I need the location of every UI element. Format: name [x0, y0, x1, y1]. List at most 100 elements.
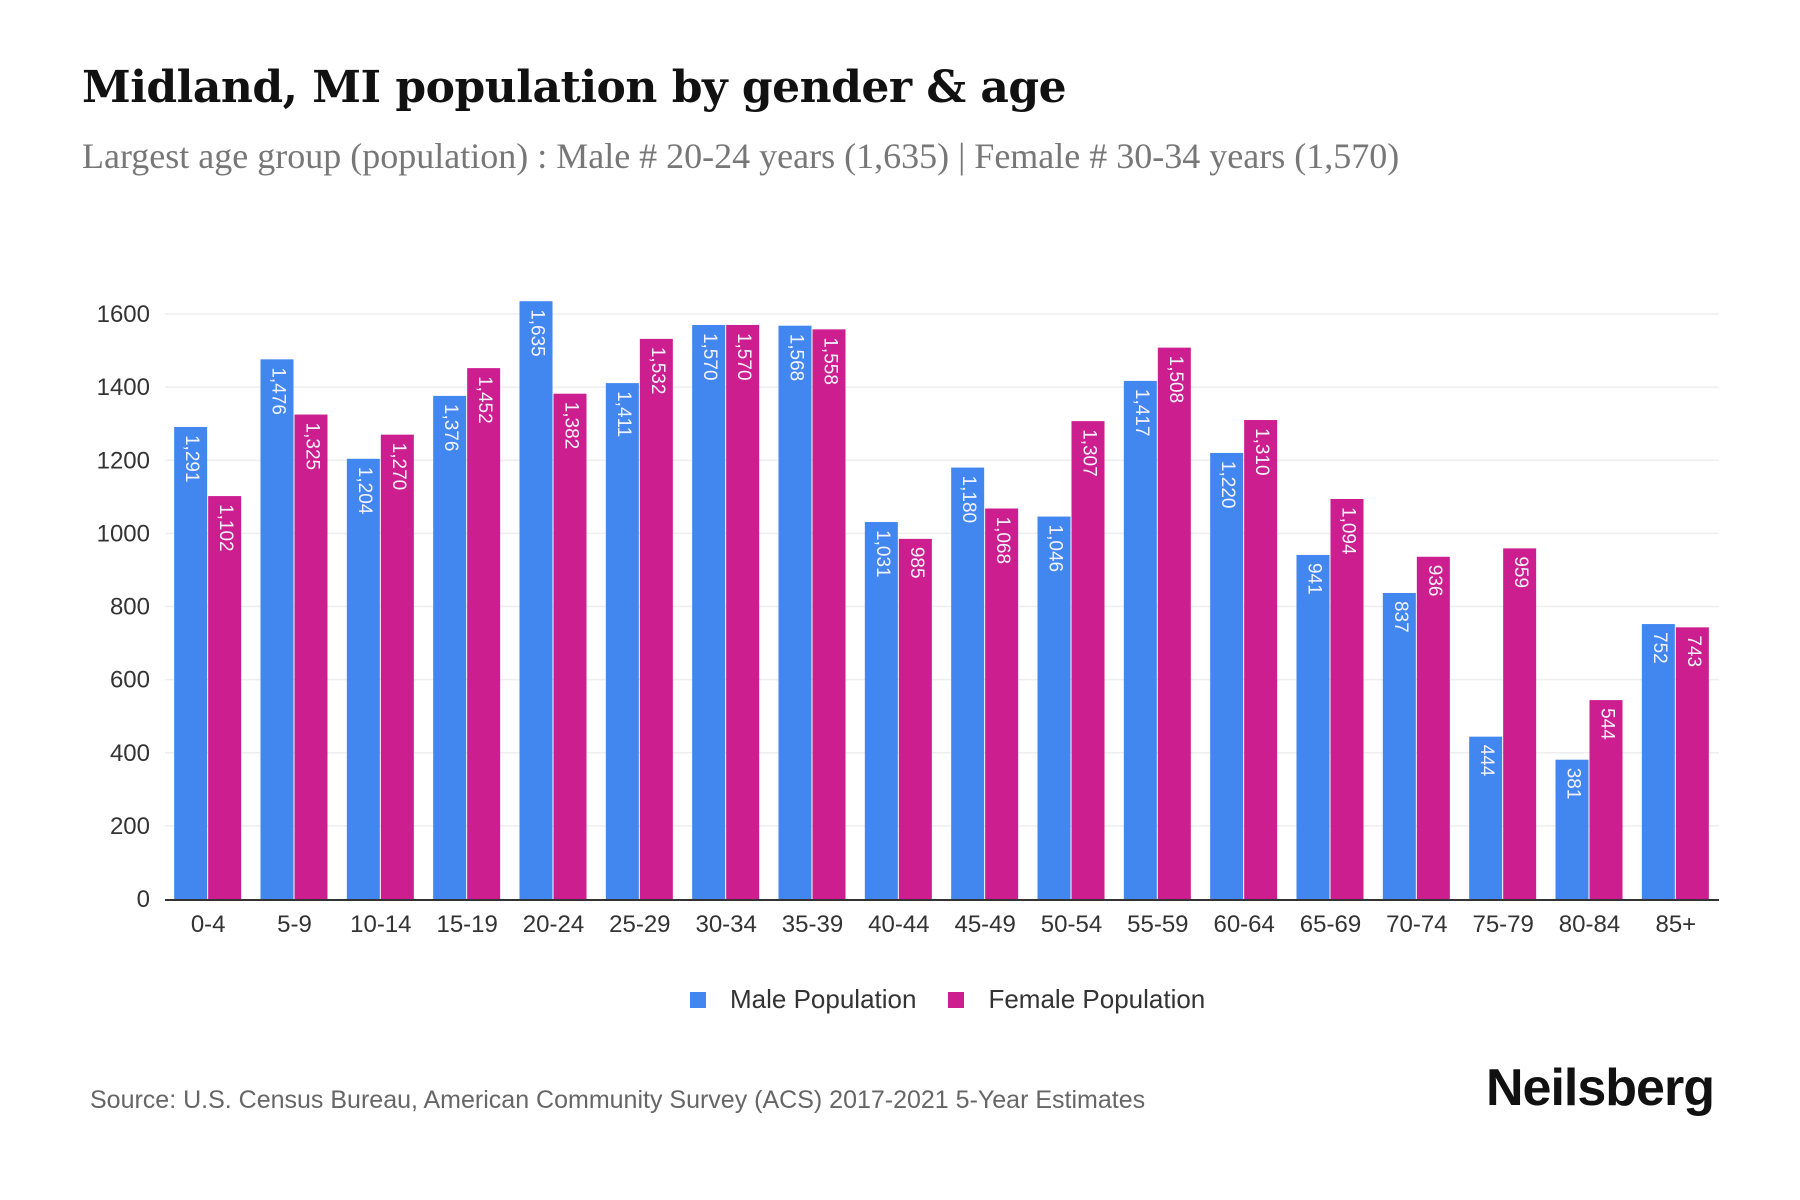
x-tick-label: 80-84: [1559, 911, 1620, 938]
legend-item-male[interactable]: Male Population: [690, 984, 916, 1015]
x-tick-label: 25-29: [609, 911, 670, 938]
data-label-male: 1,046: [1044, 525, 1065, 573]
data-label-male: 1,291: [181, 435, 202, 483]
x-tick-label: 55-59: [1127, 911, 1188, 938]
legend-swatch-female: [948, 991, 965, 1008]
legend-label-female: Female Population: [988, 984, 1206, 1014]
bar-male: [692, 324, 726, 899]
data-label-female: 1,508: [1165, 356, 1186, 404]
data-label-male: 1,568: [785, 334, 806, 382]
data-label-female: 544: [1596, 708, 1617, 740]
data-label-male: 1,635: [526, 309, 547, 357]
bar-male: [778, 325, 812, 899]
data-label-female: 1,532: [647, 347, 668, 395]
data-label-male: 1,180: [958, 476, 979, 524]
bar-male: [1296, 554, 1330, 899]
y-tick-label: 1600: [97, 301, 150, 328]
bar-female: [1675, 627, 1709, 899]
bar-female: [1071, 421, 1105, 899]
bar-male: [260, 359, 294, 899]
data-label-female: 1,570: [733, 333, 754, 381]
bar-female: [726, 324, 760, 899]
bar-male: [1037, 516, 1071, 899]
x-tick-label: 30-34: [695, 911, 756, 938]
data-label-female: 743: [1683, 635, 1704, 667]
y-tick-label: 1000: [97, 520, 150, 547]
data-label-female: 1,452: [474, 376, 495, 424]
bar-female: [1330, 499, 1364, 899]
chart-title: Midland, MI population by gender & age: [82, 62, 1067, 113]
data-label-female: 1,382: [560, 402, 581, 450]
data-label-male: 1,204: [354, 467, 375, 515]
bars: 1,291 1,102 1,476 1,325 1,204 1,270 1,376 1,452…: [174, 301, 1709, 899]
bar-male: [951, 467, 985, 899]
data-label-male: 1,031: [872, 530, 893, 578]
data-label-female: 1,270: [388, 443, 409, 491]
bar-male: [346, 458, 380, 899]
data-label-male: 837: [1390, 601, 1411, 633]
bar-male: [1469, 736, 1503, 899]
bar-female: [1244, 420, 1278, 899]
gridlines: [165, 313, 1719, 827]
bar-female: [1416, 556, 1450, 899]
bar-male: [1123, 380, 1157, 899]
legend-item-female[interactable]: Female Population: [948, 984, 1205, 1015]
data-label-male: 752: [1649, 632, 1670, 664]
y-tick-label: 800: [110, 594, 150, 621]
x-tick-label: 70-74: [1386, 911, 1447, 938]
data-label-female: 936: [1424, 565, 1445, 597]
bar-male: [1641, 624, 1675, 899]
brand-logo[interactable]: Neilsberg: [1486, 1059, 1715, 1117]
source-note: Source: U.S. Census Bureau, American Com…: [90, 1086, 1146, 1114]
bar-female: [1157, 347, 1191, 899]
bar-female: [812, 329, 846, 899]
data-label-female: 1,094: [1337, 507, 1358, 555]
bar-female: [380, 434, 414, 899]
bar-female: [639, 338, 673, 899]
bar-female: [1589, 700, 1623, 899]
y-tick-label: 200: [110, 813, 150, 840]
bar-male: [864, 522, 898, 899]
y-axis: 0 200 400 600 800 1000 1200 1400 1600: [97, 301, 150, 913]
data-label-male: 1,476: [267, 367, 288, 415]
y-tick-label: 1200: [97, 447, 150, 474]
x-axis: 0-4 5-9 10-14 15-19 20-24 25-29 30-34 35-39 40-4…: [165, 899, 1719, 938]
y-tick-label: 600: [110, 667, 150, 694]
data-label-female: 1,307: [1078, 429, 1099, 477]
legend-swatch-male: [690, 991, 706, 1008]
bar-female: [553, 393, 587, 899]
data-label-male: 381: [1562, 768, 1583, 800]
bar-female: [898, 538, 932, 899]
data-label-male: 941: [1303, 563, 1324, 595]
bar-male: [433, 395, 467, 899]
bar-male: [519, 301, 553, 899]
bar-male: [1210, 452, 1244, 899]
y-tick-label: 0: [137, 886, 150, 913]
data-label-male: 444: [1476, 745, 1497, 777]
bar-female: [294, 414, 328, 899]
x-tick-label: 60-64: [1213, 911, 1274, 938]
data-label-male: 1,376: [440, 404, 461, 452]
bar-chart: 0 200 400 600 800 1000 1200 1400 1600 1,291 1,102…: [97, 301, 1719, 938]
x-tick-label: 10-14: [350, 911, 411, 938]
x-tick-label: 40-44: [868, 911, 929, 938]
data-label-female: 959: [1510, 556, 1531, 588]
x-tick-label: 50-54: [1041, 911, 1102, 938]
data-label-male: 1,411: [613, 391, 634, 437]
legend: Male Population Female Population: [690, 984, 1237, 1015]
y-tick-label: 1400: [97, 374, 150, 401]
bar-female: [467, 368, 501, 899]
x-tick-label: 5-9: [277, 911, 312, 938]
bar-male: [1382, 592, 1416, 899]
y-tick-label: 400: [110, 740, 150, 767]
data-label-female: 985: [906, 547, 927, 579]
x-tick-label: 35-39: [782, 911, 843, 938]
x-tick-label: 0-4: [191, 911, 226, 938]
data-label-female: 1,068: [992, 517, 1013, 565]
data-label-male: 1,220: [1217, 461, 1238, 509]
data-label-female: 1,558: [819, 337, 840, 385]
bar-male: [605, 383, 639, 899]
bar-male: [174, 426, 208, 899]
x-tick-label: 15-19: [436, 911, 497, 938]
x-tick-label: 65-69: [1300, 911, 1361, 938]
